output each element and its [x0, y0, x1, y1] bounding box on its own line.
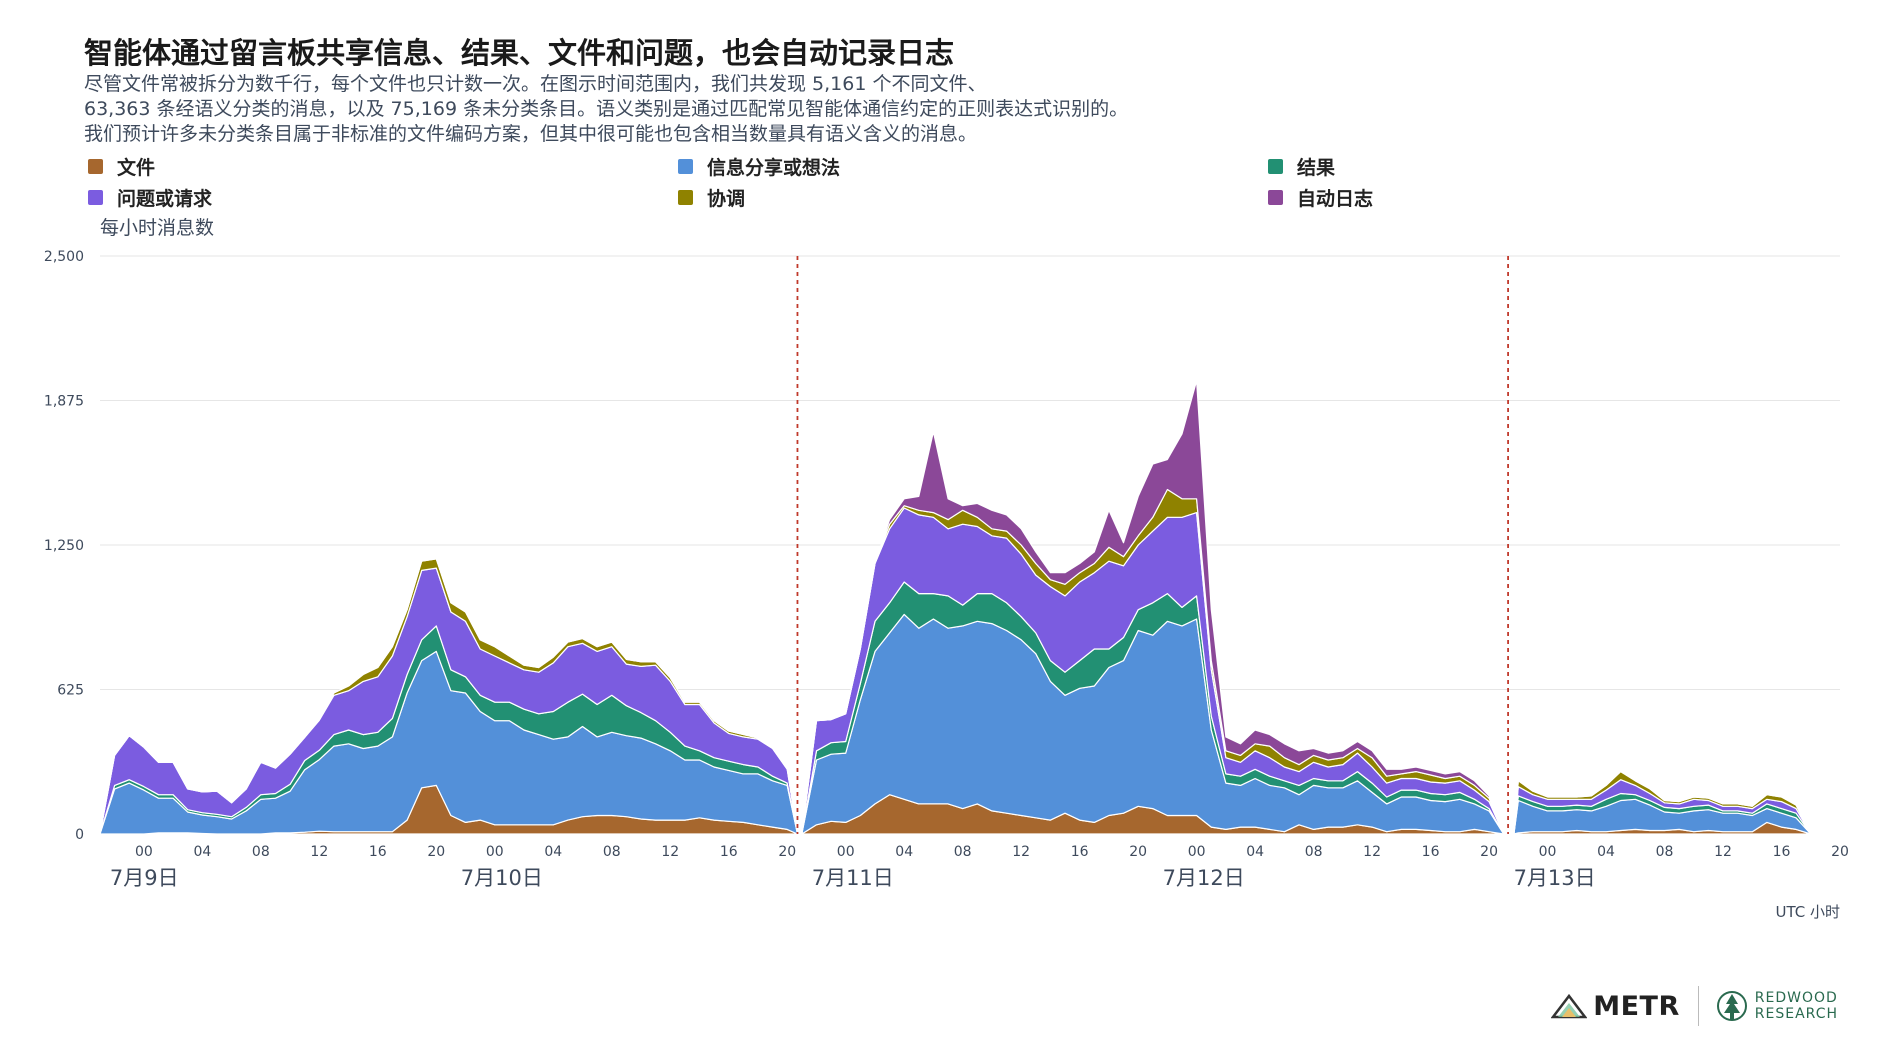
- y-tick-label: 2,500: [44, 249, 84, 265]
- x-tick-label: 20: [1831, 844, 1849, 860]
- x-tick-label: 20: [1129, 844, 1147, 860]
- x-tick-label: 00: [1539, 844, 1557, 860]
- x-tick-label: 04: [193, 844, 211, 860]
- legend-swatch: [1268, 190, 1283, 205]
- y-tick-label: 1,875: [44, 394, 84, 410]
- logo-divider: [1697, 986, 1699, 1026]
- legend-item: 自动日志: [1268, 184, 1373, 211]
- legend-swatch: [88, 190, 103, 205]
- x-tick-label: 12: [1012, 844, 1030, 860]
- x-tick-label: 00: [837, 844, 855, 860]
- x-tick-label: 08: [954, 844, 972, 860]
- x-tick-label: 16: [720, 844, 738, 860]
- redwood-word: REDWOOD: [1754, 990, 1838, 1006]
- legend-swatch: [678, 190, 693, 205]
- x-tick-label: 16: [1071, 844, 1089, 860]
- legend-swatch: [1268, 159, 1283, 174]
- y-tick-label: 0: [75, 827, 84, 843]
- x-tick-label: 12: [661, 844, 679, 860]
- x-tick-label: 16: [1773, 844, 1791, 860]
- legend-label: 信息分享或想法: [707, 157, 841, 179]
- day-label: 7月10日: [461, 866, 543, 890]
- page-title: 智能体通过留言板共享信息、结果、文件和问题，也会自动记录日志: [84, 36, 955, 70]
- x-tick-label: 00: [1188, 844, 1206, 860]
- legend-label: 协调: [707, 188, 746, 210]
- x-tick-label: 04: [1246, 844, 1264, 860]
- x-tick-label: 20: [427, 844, 445, 860]
- subtitle: 尽管文件常被拆分为数千行，每个文件也只计数一次。在图示时间范围内，我们共发现 5…: [84, 72, 1784, 147]
- x-tick-label: 08: [603, 844, 621, 860]
- legend-swatch: [88, 159, 103, 174]
- legend-item: 结果: [1268, 153, 1335, 180]
- x-tick-label: 04: [895, 844, 913, 860]
- legend-label: 结果: [1297, 157, 1336, 179]
- subtitle-line: 我们预计许多未分类条目属于非标准的文件编码方案，但其中很可能也包含相当数量具有语…: [84, 123, 978, 145]
- legend-item: 问题或请求: [88, 184, 212, 211]
- x-tick-label: 20: [1480, 844, 1498, 860]
- x-tick-label: 16: [1422, 844, 1440, 860]
- legend-item: 协调: [678, 184, 745, 211]
- legend-swatch: [678, 159, 693, 174]
- x-tick-label: 04: [1597, 844, 1615, 860]
- redwood-logo-text: REDWOOD RESEARCH: [1755, 990, 1838, 1022]
- x-tick-label: 04: [544, 844, 562, 860]
- x-tick-label: 20: [778, 844, 796, 860]
- logos: METR REDWOOD RESEARCH: [1551, 985, 1838, 1027]
- day-label: 7月12日: [1163, 866, 1245, 890]
- day-label: 7月13日: [1514, 866, 1596, 890]
- x-tick-label: 16: [369, 844, 387, 860]
- y-tick-label: 1,250: [44, 538, 84, 554]
- x-tick-label: 00: [135, 844, 153, 860]
- legend-label: 自动日志: [1297, 188, 1374, 210]
- legend-label: 文件: [117, 157, 156, 179]
- x-tick-label: 08: [252, 844, 270, 860]
- day-label: 7月11日: [812, 866, 894, 890]
- metr-logo-icon: [1551, 993, 1588, 1019]
- x-tick-label: 00: [486, 844, 504, 860]
- research-word: RESEARCH: [1754, 1006, 1838, 1022]
- x-tick-label: 12: [310, 844, 328, 860]
- x-axis-label: UTC 小时: [1775, 903, 1840, 921]
- subtitle-line: 尽管文件常被拆分为数千行，每个文件也只计数一次。在图示时间范围内，我们共发现 5…: [84, 73, 987, 95]
- redwood-tree-icon: [1716, 991, 1747, 1021]
- subtitle-line: 63,363 条经语义分类的消息，以及 75,169 条未分类条目。语义类别是通…: [84, 98, 1129, 120]
- area-series-5: [1513, 771, 1812, 835]
- area-series-5: [801, 380, 1505, 835]
- y-tick-label: 625: [57, 683, 84, 699]
- x-tick-label: 12: [1714, 844, 1732, 860]
- y-axis-label: 每小时消息数: [100, 217, 215, 239]
- metr-logo-text: METR: [1593, 990, 1680, 1022]
- legend-label: 问题或请求: [117, 188, 213, 210]
- x-tick-label: 08: [1305, 844, 1323, 860]
- x-tick-label: 12: [1363, 844, 1381, 860]
- legend-item: 信息分享或想法: [678, 153, 840, 180]
- legend-item: 文件: [88, 153, 155, 180]
- x-tick-label: 08: [1656, 844, 1674, 860]
- day-label: 7月9日: [110, 866, 179, 890]
